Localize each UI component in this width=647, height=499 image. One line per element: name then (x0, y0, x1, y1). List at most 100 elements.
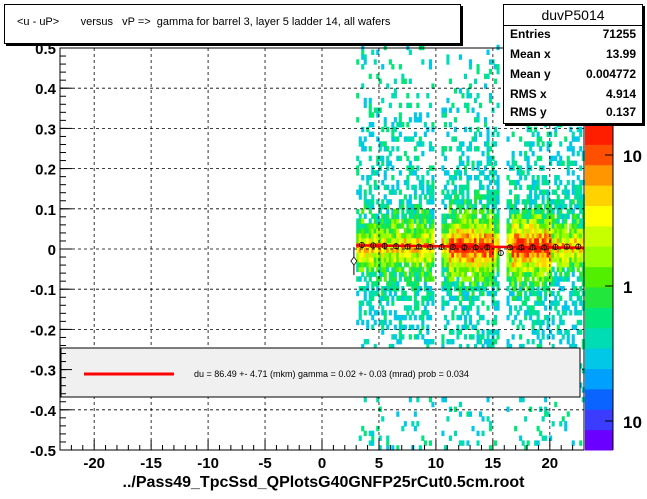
y-tick-label: 0.2 (35, 162, 56, 179)
heatmap-cell (486, 73, 490, 80)
heatmap-cell (521, 208, 525, 215)
heatmap-cell (471, 261, 475, 268)
heatmap-cell (363, 223, 367, 229)
heatmap-cell (463, 237, 467, 244)
heatmap-cell (496, 64, 500, 70)
heatmap-cell (576, 228, 580, 234)
heatmap-cell (576, 237, 580, 244)
heatmap-cell (368, 290, 372, 297)
heatmap-cell (576, 295, 580, 301)
heatmap-cell (479, 290, 483, 297)
heatmap-cell (383, 295, 387, 301)
heatmap-cell (463, 286, 467, 292)
heatmap-cell (398, 131, 402, 137)
heatmap-cell (569, 237, 573, 244)
heatmap-cell (559, 160, 563, 166)
heatmap-cell (561, 286, 565, 292)
heatmap-cell (481, 271, 485, 277)
heatmap-cell (526, 228, 530, 234)
heatmap-cell (509, 199, 513, 205)
heatmap-cell (446, 232, 450, 239)
heatmap-cell (453, 295, 457, 301)
heatmap-cell (408, 223, 412, 229)
heatmap-cell (576, 252, 580, 258)
heatmap-cell (463, 271, 467, 277)
heatmap-cell (581, 281, 585, 287)
heatmap-cell (579, 382, 583, 388)
heatmap-cell (413, 146, 417, 152)
heatmap-cell (448, 329, 452, 335)
heatmap-cell (423, 281, 427, 287)
heatmap-cell (479, 199, 483, 205)
heatmap-cell (358, 247, 362, 253)
heatmap-cell (453, 430, 457, 437)
heatmap-cell (506, 218, 510, 224)
heatmap-cell (541, 266, 545, 273)
heatmap-cell (546, 247, 550, 253)
heatmap-cell (411, 281, 415, 287)
heatmap-cell (413, 314, 417, 321)
heatmap-cell (366, 228, 370, 234)
heatmap-cell (423, 228, 427, 234)
heatmap-cell (561, 218, 565, 224)
heatmap-cell (511, 237, 515, 244)
heatmap-cell (421, 228, 425, 234)
heatmap-cell (368, 107, 372, 113)
y-tick-label: 0.1 (35, 202, 56, 219)
heatmap-cell (411, 204, 415, 210)
heatmap-cell (381, 160, 385, 166)
heatmap-cell (373, 179, 377, 186)
heatmap-cell (441, 112, 445, 118)
heatmap-cell (451, 310, 455, 316)
heatmap-cell (511, 252, 515, 258)
heatmap-cell (358, 266, 362, 273)
heatmap-cell (481, 416, 485, 422)
heatmap-cell (368, 276, 372, 282)
heatmap-cell (421, 189, 425, 195)
heatmap-cell (526, 271, 530, 277)
heatmap-cell (541, 194, 545, 200)
heatmap-cell (546, 324, 550, 330)
heatmap-cell (476, 305, 480, 311)
heatmap-cell (571, 252, 575, 258)
heatmap-cell (576, 247, 580, 253)
heatmap-cell (471, 223, 475, 229)
heatmap-cell (416, 208, 420, 215)
heatmap-cell (431, 276, 435, 282)
heatmap-cell (579, 232, 583, 239)
heatmap-cell (559, 421, 563, 427)
heatmap-cell (453, 305, 457, 311)
heatmap-cell (551, 257, 555, 263)
heatmap-cell (416, 271, 420, 277)
heatmap-cell (431, 208, 435, 215)
heatmap-cell (416, 102, 420, 109)
heatmap-cell (474, 266, 478, 273)
heatmap-cell (411, 266, 415, 273)
heatmap-cell (471, 271, 475, 277)
heatmap-cell (398, 324, 402, 330)
heatmap-cell (396, 281, 400, 287)
heatmap-cell (421, 271, 425, 277)
heatmap-cell (524, 271, 528, 277)
colorbar-segment (585, 225, 613, 247)
heatmap-cell (428, 102, 432, 109)
heatmap-cell (569, 199, 573, 205)
heatmap-cell (368, 440, 372, 446)
heatmap-cell (458, 146, 462, 152)
heatmap-cell (539, 189, 543, 195)
heatmap-cell (361, 175, 365, 181)
heatmap-cell (561, 160, 565, 166)
heatmap-cell (408, 257, 412, 263)
colorbar-segment (585, 266, 613, 288)
heatmap-cell (431, 295, 435, 301)
heatmap-cell (506, 300, 510, 306)
heatmap-cell (398, 117, 402, 123)
heatmap-cell (398, 155, 402, 162)
heatmap-cell (416, 247, 420, 253)
heatmap-cell (371, 232, 375, 239)
heatmap-cell (541, 218, 545, 224)
heatmap-cell (566, 411, 570, 417)
heatmap-cell (571, 131, 575, 137)
heatmap-cell (441, 218, 445, 224)
heatmap-cell (556, 228, 560, 234)
